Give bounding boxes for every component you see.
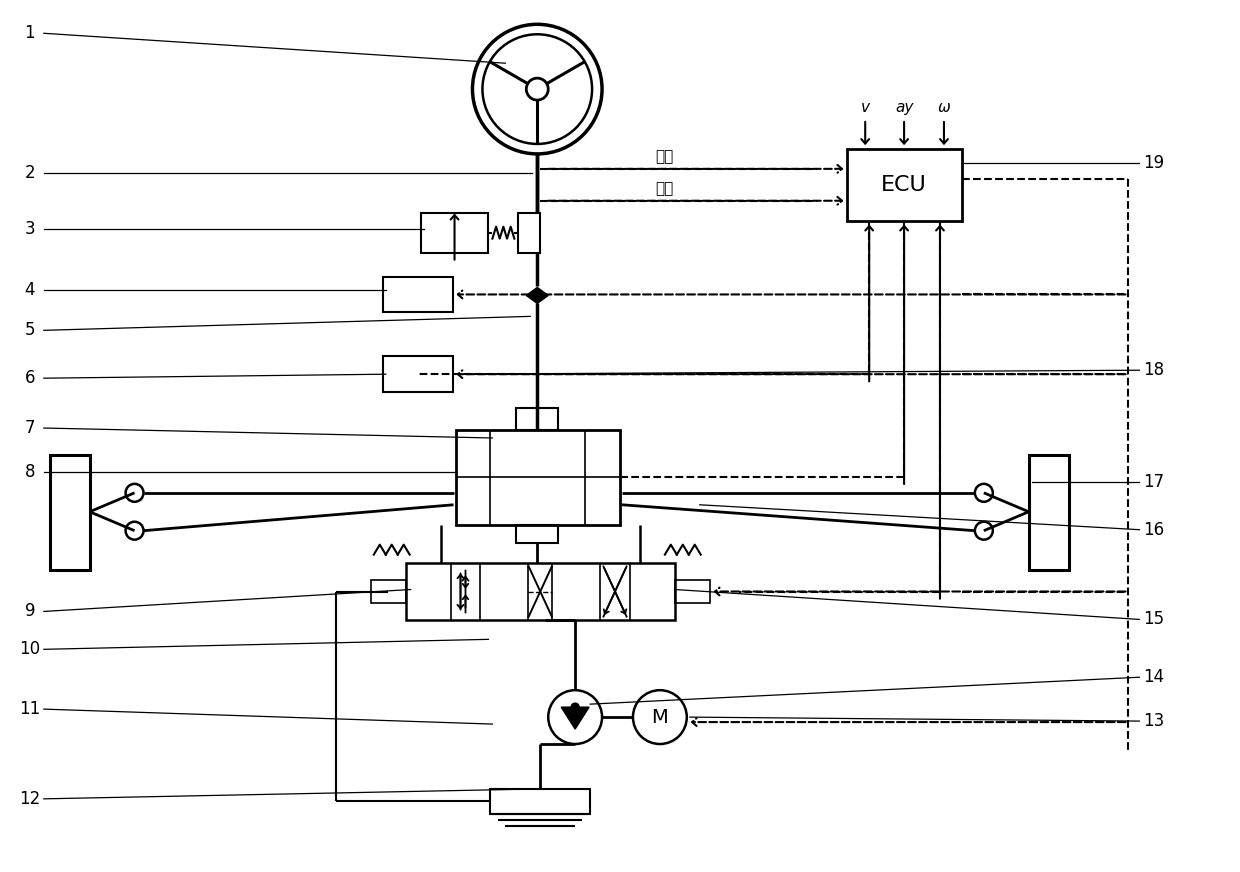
Bar: [455, 430, 620, 525]
Bar: [847, 149, 962, 221]
Polygon shape: [526, 288, 548, 303]
Bar: [383, 276, 453, 312]
Text: 15: 15: [1143, 610, 1164, 629]
Bar: [490, 789, 590, 814]
Text: 1: 1: [25, 24, 35, 42]
Text: 6: 6: [25, 369, 35, 387]
Text: 5: 5: [25, 322, 35, 339]
Text: 3: 3: [25, 220, 35, 238]
Text: v: v: [861, 99, 869, 114]
Text: 16: 16: [1143, 521, 1164, 539]
Text: ω: ω: [937, 99, 950, 114]
Text: 转矩: 转矩: [656, 181, 675, 196]
Text: M: M: [651, 707, 668, 726]
Text: 9: 9: [25, 603, 35, 621]
Text: ECU: ECU: [882, 174, 928, 194]
Text: 12: 12: [20, 790, 41, 807]
Bar: [518, 213, 541, 253]
Bar: [675, 580, 709, 603]
Polygon shape: [562, 707, 589, 729]
Text: 13: 13: [1143, 712, 1164, 730]
Text: 转角: 转角: [656, 149, 675, 165]
Bar: [516, 408, 558, 430]
Bar: [405, 562, 675, 620]
Text: 17: 17: [1143, 473, 1164, 491]
Bar: [420, 213, 489, 253]
Text: 2: 2: [25, 164, 35, 182]
Text: 19: 19: [1143, 153, 1164, 172]
Bar: [383, 357, 453, 392]
Text: 10: 10: [20, 640, 41, 658]
Text: 18: 18: [1143, 361, 1164, 379]
Bar: [50, 455, 89, 569]
Bar: [516, 525, 558, 542]
Bar: [1029, 455, 1069, 569]
Circle shape: [572, 703, 579, 712]
Bar: [371, 580, 405, 603]
Text: 4: 4: [25, 282, 35, 299]
Text: ay: ay: [895, 99, 914, 114]
Text: 11: 11: [20, 700, 41, 719]
Text: 7: 7: [25, 419, 35, 437]
Text: 14: 14: [1143, 668, 1164, 686]
Text: 8: 8: [25, 463, 35, 480]
